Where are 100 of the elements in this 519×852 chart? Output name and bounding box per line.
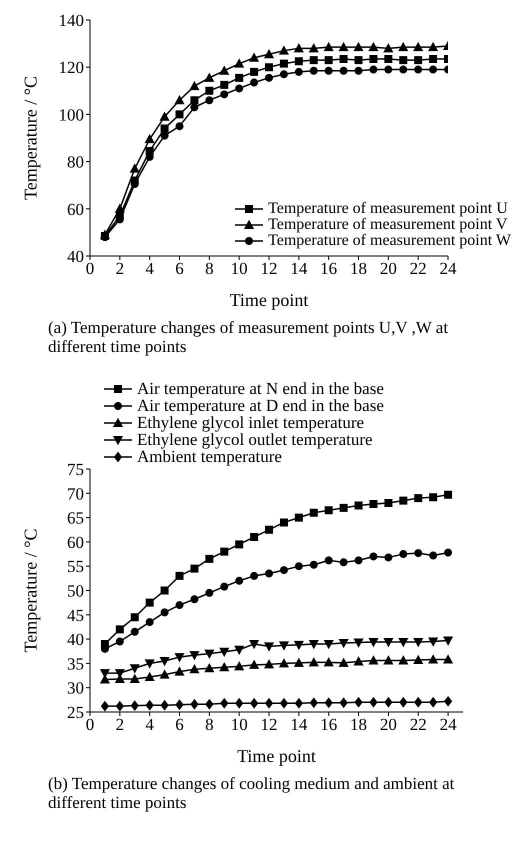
point (369, 66, 378, 74)
x-tick-label: 20 (380, 715, 397, 734)
point (116, 638, 124, 646)
x-tick-label: 22 (410, 259, 427, 278)
point (116, 701, 124, 712)
point (280, 518, 288, 526)
x-tick-label: 16 (320, 715, 338, 734)
point (146, 700, 154, 710)
point (160, 670, 170, 679)
point (235, 84, 244, 92)
point (279, 658, 289, 668)
y-tick-label: 40 (67, 247, 84, 266)
point (190, 651, 200, 660)
point (160, 656, 170, 666)
text: (b) Temperature changes of cooling medium and ambient at different time points (48, 774, 456, 812)
point (414, 549, 422, 558)
point (354, 42, 364, 52)
point (234, 58, 244, 68)
point (220, 648, 229, 656)
point (144, 659, 154, 668)
point (354, 697, 363, 708)
point (235, 576, 244, 585)
point (414, 66, 422, 74)
x-tick-label: 16 (320, 259, 338, 278)
point (444, 548, 452, 557)
point (174, 96, 184, 104)
point (280, 70, 288, 78)
point (176, 601, 184, 610)
point (250, 68, 258, 76)
y-tick-label: 30 (67, 678, 84, 698)
point (100, 701, 109, 712)
point (414, 494, 422, 502)
point (146, 598, 154, 607)
point (190, 595, 198, 604)
y-tick-label: 40 (67, 630, 84, 650)
point (310, 66, 318, 75)
legend-label: Air temperature at N end in the base (137, 379, 384, 398)
x-tick-label: 14 (290, 715, 308, 734)
point (310, 56, 318, 64)
legend-label: Temperature of measurement point V (268, 216, 508, 233)
point (144, 134, 154, 144)
point (338, 42, 348, 52)
point (130, 164, 140, 173)
point (443, 636, 453, 646)
point (190, 699, 198, 710)
point (279, 46, 289, 55)
point (294, 57, 303, 66)
x-tick-label: 0 (86, 259, 94, 278)
point (250, 698, 258, 708)
point (368, 42, 378, 52)
y-axis-title: Temperature / °C (20, 528, 40, 652)
point (354, 556, 363, 564)
x-tick-label: 4 (145, 715, 154, 734)
point (324, 698, 333, 708)
point (384, 638, 394, 647)
point (190, 664, 200, 674)
point (174, 653, 184, 662)
point (100, 674, 110, 684)
point (100, 669, 110, 678)
x-axis-title: Time point (237, 746, 316, 766)
x-tick-label: 8 (205, 259, 214, 278)
point (280, 566, 288, 574)
point (220, 90, 228, 98)
point (310, 508, 318, 517)
point (309, 44, 318, 52)
point (354, 66, 362, 75)
point (280, 60, 288, 68)
point (130, 700, 139, 711)
point (249, 640, 259, 649)
point (280, 698, 288, 708)
point (265, 74, 273, 82)
point (130, 664, 140, 673)
point (384, 697, 392, 708)
point (354, 656, 364, 666)
legend-label: Temperature of measurement point U (268, 200, 508, 217)
point (294, 640, 304, 650)
point (384, 54, 392, 63)
point (160, 586, 169, 594)
y-axis-title: Temperature / °C (20, 76, 40, 200)
point (220, 582, 228, 591)
point (176, 110, 184, 118)
point (310, 560, 318, 569)
point (160, 112, 170, 121)
point (338, 638, 348, 648)
point (428, 654, 438, 664)
point (204, 650, 214, 658)
point (324, 556, 333, 564)
x-tick-label: 20 (380, 259, 397, 278)
point (144, 672, 154, 682)
y-tick-label: 55 (67, 557, 84, 576)
point (428, 42, 438, 52)
point (190, 103, 198, 112)
point (428, 638, 438, 646)
point (294, 658, 304, 667)
point (176, 122, 184, 130)
point (205, 86, 214, 95)
point (369, 552, 378, 560)
point (414, 56, 422, 64)
y-tick-label: 120 (58, 58, 84, 78)
point (324, 66, 333, 75)
